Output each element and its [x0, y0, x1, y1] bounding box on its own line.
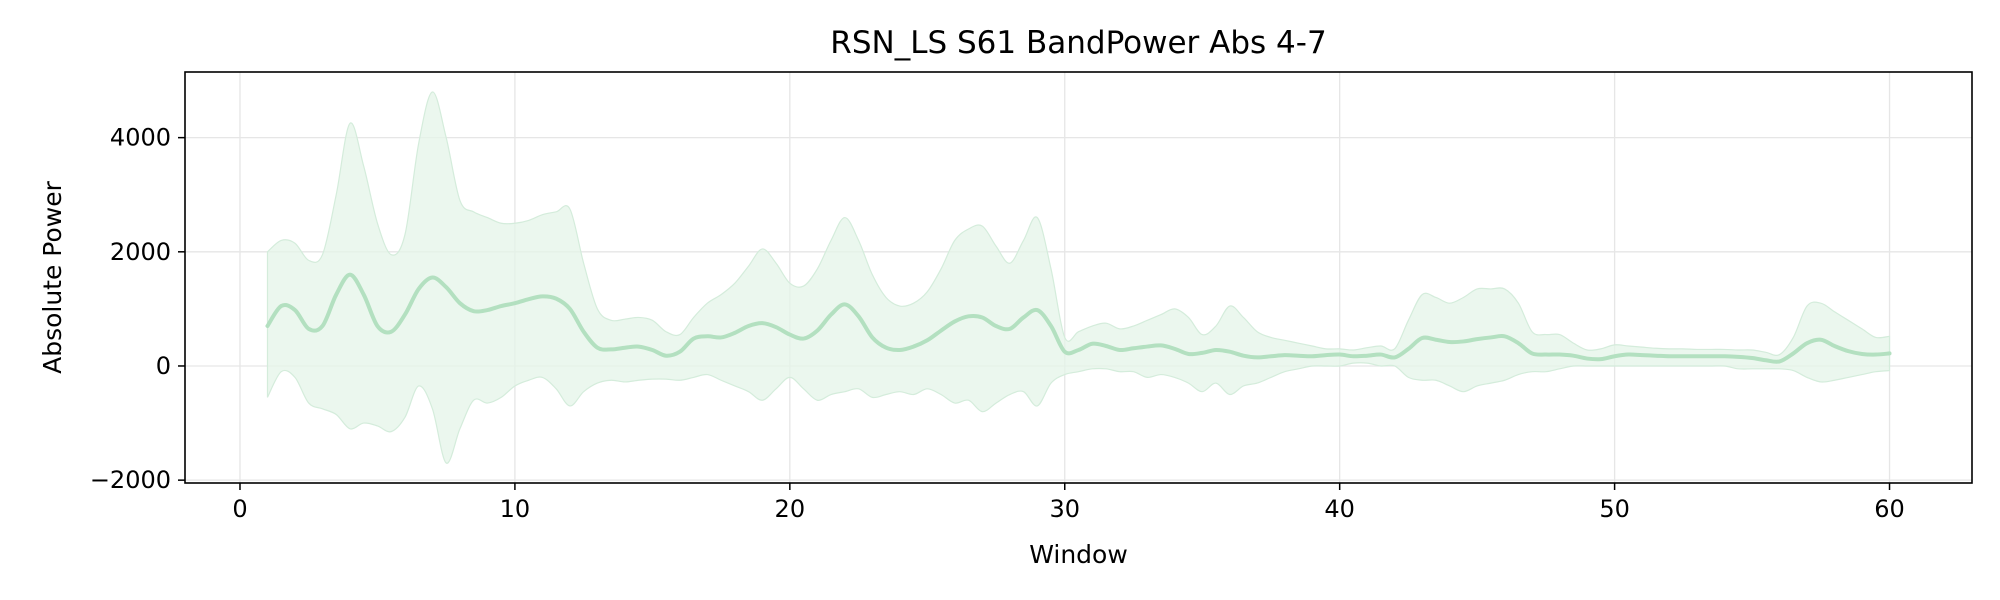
series-band	[267, 92, 1889, 463]
y-tick-label: −2000	[90, 466, 171, 494]
y-tick-label: 4000	[110, 124, 171, 152]
x-tick-label: 30	[1049, 495, 1080, 523]
x-axis-ticks: 0 10 20 30 40 50 60	[232, 483, 1904, 523]
y-tick-label: 2000	[110, 238, 171, 266]
y-axis-label: Absolute Power	[38, 180, 67, 374]
x-axis-label: Window	[1029, 540, 1128, 569]
x-tick-label: 20	[775, 495, 806, 523]
x-tick-label: 0	[232, 495, 247, 523]
chart-title: RSN_LS S61 BandPower Abs 4-7	[830, 25, 1326, 61]
y-axis-ticks: −2000 0 2000 4000	[90, 124, 185, 495]
y-tick-label: 0	[156, 352, 171, 380]
x-tick-label: 60	[1874, 495, 1905, 523]
x-tick-label: 40	[1324, 495, 1355, 523]
x-tick-label: 10	[500, 495, 531, 523]
x-tick-label: 50	[1599, 495, 1630, 523]
confidence-band-layer	[267, 92, 1889, 463]
